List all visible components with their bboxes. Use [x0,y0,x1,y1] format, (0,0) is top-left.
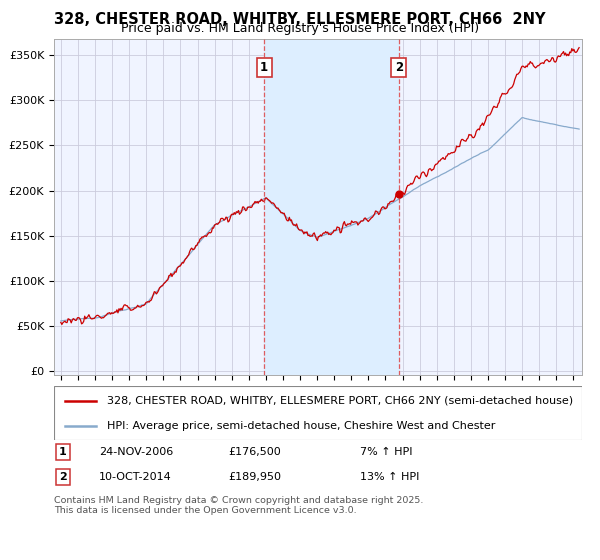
Text: 328, CHESTER ROAD, WHITBY, ELLESMERE PORT, CH66 2NY (semi-detached house): 328, CHESTER ROAD, WHITBY, ELLESMERE POR… [107,396,573,406]
Bar [264,39,399,375]
Text: £176,500: £176,500 [228,447,281,457]
FancyBboxPatch shape [54,386,582,440]
Text: HPI: Average price, semi-detached house, Cheshire West and Chester: HPI: Average price, semi-detached house,… [107,421,495,431]
Text: 2: 2 [395,61,403,74]
Text: 10-OCT-2014: 10-OCT-2014 [99,472,172,482]
Text: 1: 1 [260,61,268,74]
Text: 7% ↑ HPI: 7% ↑ HPI [360,447,413,457]
Text: Contains HM Land Registry data © Crown copyright and database right 2025.
This d: Contains HM Land Registry data © Crown c… [54,496,424,515]
Text: 13% ↑ HPI: 13% ↑ HPI [360,472,419,482]
Text: 2: 2 [59,472,67,482]
Text: 328, CHESTER ROAD, WHITBY, ELLESMERE PORT, CH66  2NY: 328, CHESTER ROAD, WHITBY, ELLESMERE POR… [54,12,546,27]
Text: Price paid vs. HM Land Registry's House Price Index (HPI): Price paid vs. HM Land Registry's House … [121,22,479,35]
Text: £189,950: £189,950 [228,472,281,482]
Text: 24-NOV-2006: 24-NOV-2006 [99,447,173,457]
Text: 1: 1 [59,447,67,457]
